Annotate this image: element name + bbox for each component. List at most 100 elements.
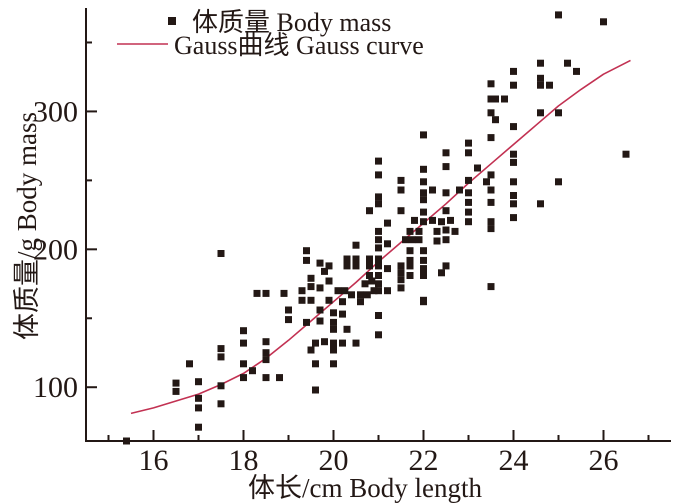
scatter-point (195, 378, 202, 386)
scatter-point (217, 382, 225, 390)
scatter-point (555, 178, 562, 186)
scatter-point (339, 339, 346, 347)
scatter-point (172, 379, 180, 387)
scatter-point (397, 269, 405, 277)
scatter-point (429, 186, 436, 194)
scatter-point (262, 289, 270, 297)
scatter-point (303, 247, 310, 255)
scatter-point (456, 186, 463, 194)
scatter-point (406, 256, 414, 264)
scatter-point (465, 189, 472, 197)
scatter-point (330, 318, 337, 326)
scatter-point (408, 236, 416, 244)
scatter-point (537, 81, 544, 89)
scatter-point (195, 404, 202, 412)
scatter-point (384, 240, 391, 248)
scatter-point (312, 339, 319, 347)
scatter-point (375, 157, 382, 165)
scatter-point (487, 198, 495, 206)
scatter-point (420, 131, 427, 139)
scatter-point (312, 386, 319, 394)
scatter-point (420, 208, 427, 216)
scatter-point (573, 67, 580, 75)
scatter-point (352, 339, 360, 347)
scatter-point (321, 267, 328, 275)
scatter-point (352, 262, 360, 270)
scatter-point (343, 325, 351, 333)
scatter-point (487, 109, 495, 117)
scatter-point (442, 189, 450, 197)
scatter-point (307, 346, 315, 354)
scatter-point (280, 289, 288, 297)
scatter-point (510, 123, 517, 131)
scatter-point (262, 356, 270, 364)
scatter-point (442, 207, 450, 215)
scatter-point (312, 360, 319, 368)
scatter-point (262, 338, 270, 346)
scatter-point (375, 244, 382, 252)
scatter-point (415, 236, 423, 244)
scatter-point (334, 287, 342, 295)
scatter-point (316, 284, 324, 292)
scatter-point (397, 186, 405, 194)
scatter-point (217, 250, 225, 257)
scatter-point (510, 214, 517, 222)
scatter-point (375, 236, 382, 244)
scatter-point (397, 284, 405, 292)
scatter-point (465, 149, 472, 157)
scatter-point (442, 163, 450, 171)
scatter-point (420, 189, 427, 197)
scatter-point (415, 227, 423, 235)
scatter-point (375, 193, 382, 201)
scatter-point (357, 291, 364, 299)
scatter-point (375, 287, 382, 295)
scatter-point (537, 59, 544, 67)
scatter-point (487, 283, 495, 291)
scatter-point (343, 262, 351, 270)
scatter-point (465, 218, 472, 226)
scatter-point (217, 353, 225, 361)
scatter-point (330, 325, 337, 333)
axis-spine (85, 8, 671, 442)
scatter-point (406, 262, 414, 270)
scatter-point (487, 80, 495, 88)
scatter-point (487, 95, 495, 103)
scatter-point (420, 256, 427, 264)
scatter-point (420, 218, 427, 226)
scatter-point (546, 81, 553, 89)
scatter-point (298, 296, 306, 304)
x-tick-label: 22 (409, 444, 439, 477)
scatter-point (172, 387, 180, 395)
scatter-point (451, 227, 459, 235)
scatter-point (510, 81, 517, 89)
x-tick-label: 24 (499, 444, 529, 477)
scatter-point (186, 360, 193, 368)
scatter-point (474, 164, 481, 172)
scatter-point (249, 367, 256, 375)
scatter-point (429, 216, 436, 224)
scatter-point (465, 139, 472, 147)
scatter-point (420, 265, 427, 273)
scatter-point (375, 255, 382, 263)
scatter-point (303, 318, 310, 326)
scatter-point (366, 255, 373, 263)
scatter-point (510, 158, 517, 166)
legend-label-body-mass: 体质量 Body mass (192, 8, 391, 37)
scatter-point (370, 287, 378, 295)
scatter-point (442, 236, 450, 244)
scatter-point (363, 291, 371, 299)
scatter-point (240, 360, 247, 368)
scatter-point (368, 277, 376, 285)
scatter-point (307, 296, 315, 304)
scatter-point (510, 150, 517, 158)
scatter-point (276, 374, 283, 382)
scatter-point (564, 59, 571, 67)
scatter-point (487, 186, 495, 194)
scatter-point (397, 276, 405, 284)
scatter-point (352, 241, 360, 249)
scatter-point (352, 255, 360, 263)
scatter-point (420, 296, 427, 304)
scatter-point (325, 296, 333, 304)
scatter-point (420, 196, 427, 204)
